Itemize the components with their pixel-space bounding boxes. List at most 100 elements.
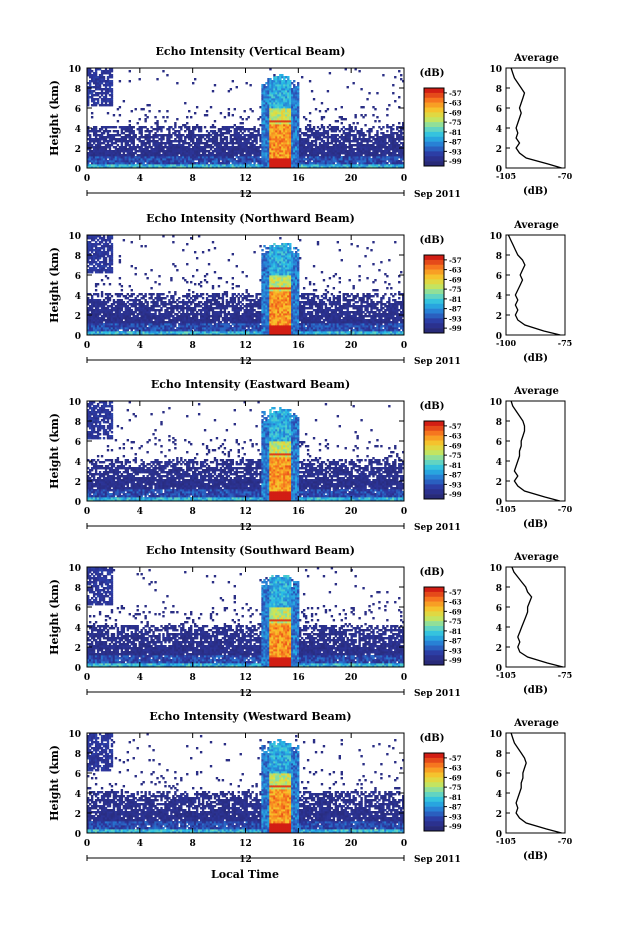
heatmap-cell xyxy=(168,303,171,306)
heatmap-cell xyxy=(96,325,100,328)
heatmap-cell xyxy=(243,150,246,153)
y-tick-label: 4 xyxy=(75,125,81,135)
heatmap-cell xyxy=(98,255,102,258)
heatmap-cell xyxy=(289,106,292,109)
heatmap-cell xyxy=(213,132,217,135)
heatmap-cell xyxy=(118,154,122,157)
heatmap-cell xyxy=(223,116,227,119)
heatmap-cell xyxy=(178,315,181,318)
heatmap-cell xyxy=(291,154,294,157)
heatmap-cell xyxy=(356,156,359,159)
heatmap-cell xyxy=(120,325,124,328)
heatmap-cell xyxy=(88,90,92,93)
heatmap-cell xyxy=(162,156,165,159)
heatmap-cell xyxy=(249,158,252,161)
heatmap-cell xyxy=(114,313,118,316)
heatmap-cell xyxy=(197,327,201,330)
heatmap-cell xyxy=(195,297,199,300)
heatmap-cell xyxy=(142,142,145,145)
heatmap-cell xyxy=(205,154,209,157)
heatmap-cell xyxy=(285,92,288,95)
heatmap-cell xyxy=(201,303,205,306)
heatmap-cell xyxy=(192,325,195,328)
heatmap-cell xyxy=(281,118,284,121)
heatmap-cell xyxy=(188,132,191,135)
heatmap-cell xyxy=(360,148,363,151)
colorbar-tick-label: -87 xyxy=(449,138,462,147)
heatmap-cell xyxy=(170,152,173,155)
heatmap-cell xyxy=(285,132,288,135)
heatmap-cell xyxy=(168,333,171,336)
heatmap-cell xyxy=(104,82,108,85)
heatmap-cell xyxy=(265,138,268,141)
heatmap-cell xyxy=(90,92,94,95)
heatmap-cell xyxy=(239,152,242,155)
heatmap-cell xyxy=(178,162,181,165)
heatmap-cell xyxy=(152,164,155,167)
heatmap-cell xyxy=(314,142,318,145)
heatmap-cell xyxy=(255,158,258,161)
heatmap-cell xyxy=(380,128,383,131)
heatmap-cell xyxy=(104,241,108,244)
heatmap-cell xyxy=(265,146,268,149)
heatmap-cell xyxy=(267,160,270,163)
heatmap-cell xyxy=(116,295,120,298)
heatmap-cell xyxy=(291,122,294,125)
heatmap-cell xyxy=(88,146,92,149)
heatmap-cell xyxy=(96,293,100,296)
heatmap-cell xyxy=(160,150,163,153)
heatmap-cell xyxy=(148,154,151,157)
heatmap-cell xyxy=(94,148,98,151)
heatmap-cell xyxy=(112,130,116,133)
heatmap-cell xyxy=(150,269,153,272)
heatmap-cell xyxy=(106,301,110,304)
heatmap-cell xyxy=(225,128,229,131)
heatmap-cell xyxy=(275,166,278,169)
heatmap-cell xyxy=(152,160,155,163)
heatmap-cell xyxy=(287,88,290,91)
heatmap-cell xyxy=(87,309,90,312)
colorbar-swatch xyxy=(424,122,444,128)
heatmap-cell xyxy=(269,84,272,87)
heatmap-cell xyxy=(118,301,122,304)
heatmap-cell xyxy=(188,301,191,304)
heatmap-cell xyxy=(358,134,361,137)
heatmap-cell xyxy=(316,166,320,169)
heatmap-cell xyxy=(356,166,359,169)
heatmap-cell xyxy=(138,301,141,304)
heatmap-cell xyxy=(253,148,256,151)
heatmap-cell xyxy=(239,142,242,145)
heatmap-cell xyxy=(140,333,143,336)
heatmap-cell xyxy=(285,148,288,151)
heatmap-cell xyxy=(106,331,110,334)
heatmap-cell xyxy=(128,299,131,302)
heatmap-cell xyxy=(130,325,133,328)
heatmap-cell xyxy=(192,313,195,316)
heatmap-cell xyxy=(364,164,367,167)
heatmap-cell xyxy=(170,142,173,145)
heatmap-cell xyxy=(122,166,126,169)
heatmap-cell xyxy=(184,162,187,165)
heatmap-cell xyxy=(293,144,296,147)
heatmap-cell xyxy=(300,166,304,169)
heatmap-cell xyxy=(108,311,112,314)
heatmap-cell xyxy=(87,158,90,161)
heatmap-cell xyxy=(263,130,266,133)
heatmap-cell xyxy=(275,100,278,103)
heatmap-cell xyxy=(87,160,90,163)
heatmap-cell xyxy=(120,144,124,147)
heatmap-cell xyxy=(261,90,264,93)
heatmap-cell xyxy=(285,154,288,157)
heatmap-cell xyxy=(106,327,110,330)
heatmap-cell xyxy=(154,148,157,151)
heatmap-cell xyxy=(287,120,290,123)
heatmap-cell xyxy=(108,70,112,73)
heatmap-cell xyxy=(178,325,181,328)
heatmap-cell xyxy=(392,136,395,139)
heatmap-cell xyxy=(186,160,189,163)
heatmap-cell xyxy=(195,142,199,145)
heatmap-cell xyxy=(158,154,161,157)
heatmap-cell xyxy=(162,325,165,328)
heatmap-cell xyxy=(279,98,282,101)
heatmap-cell xyxy=(293,162,296,165)
